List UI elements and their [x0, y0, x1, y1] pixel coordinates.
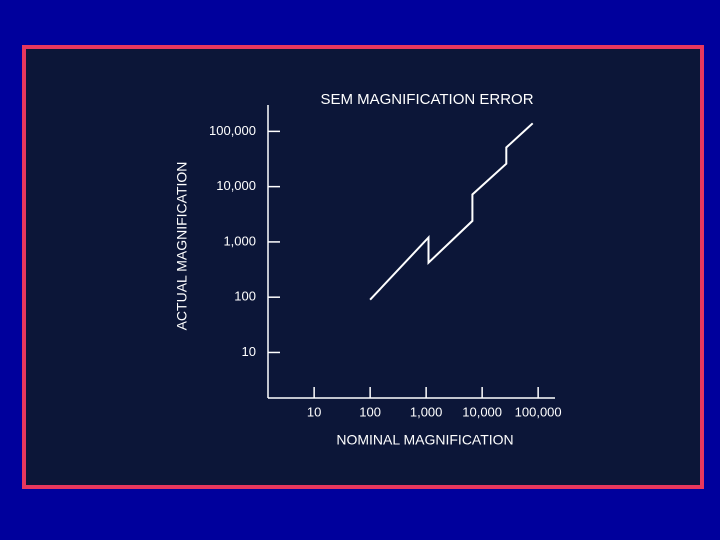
- x-tick-label: 1,000: [410, 404, 443, 419]
- x-tick-label: 10,000: [462, 404, 502, 419]
- chart-title: SEM MAGNIFICATION ERROR: [320, 91, 533, 108]
- x-axis-title: NOMINAL MAGNIFICATION: [336, 432, 513, 448]
- x-tick-label: 100: [359, 404, 381, 419]
- y-tick-label: 1,000: [223, 233, 256, 248]
- x-tick-label: 100,000: [515, 404, 562, 419]
- y-axis-title: ACTUAL MAGNIFICATION: [174, 162, 190, 331]
- y-tick-label: 10,000: [216, 178, 256, 193]
- x-tick-label: 10: [307, 404, 321, 419]
- data-line: [369, 122, 534, 301]
- y-tick-label: 100,000: [209, 123, 256, 138]
- y-tick-label: 10: [242, 344, 256, 359]
- panel: [22, 45, 704, 489]
- y-tick-label: 100: [234, 289, 256, 304]
